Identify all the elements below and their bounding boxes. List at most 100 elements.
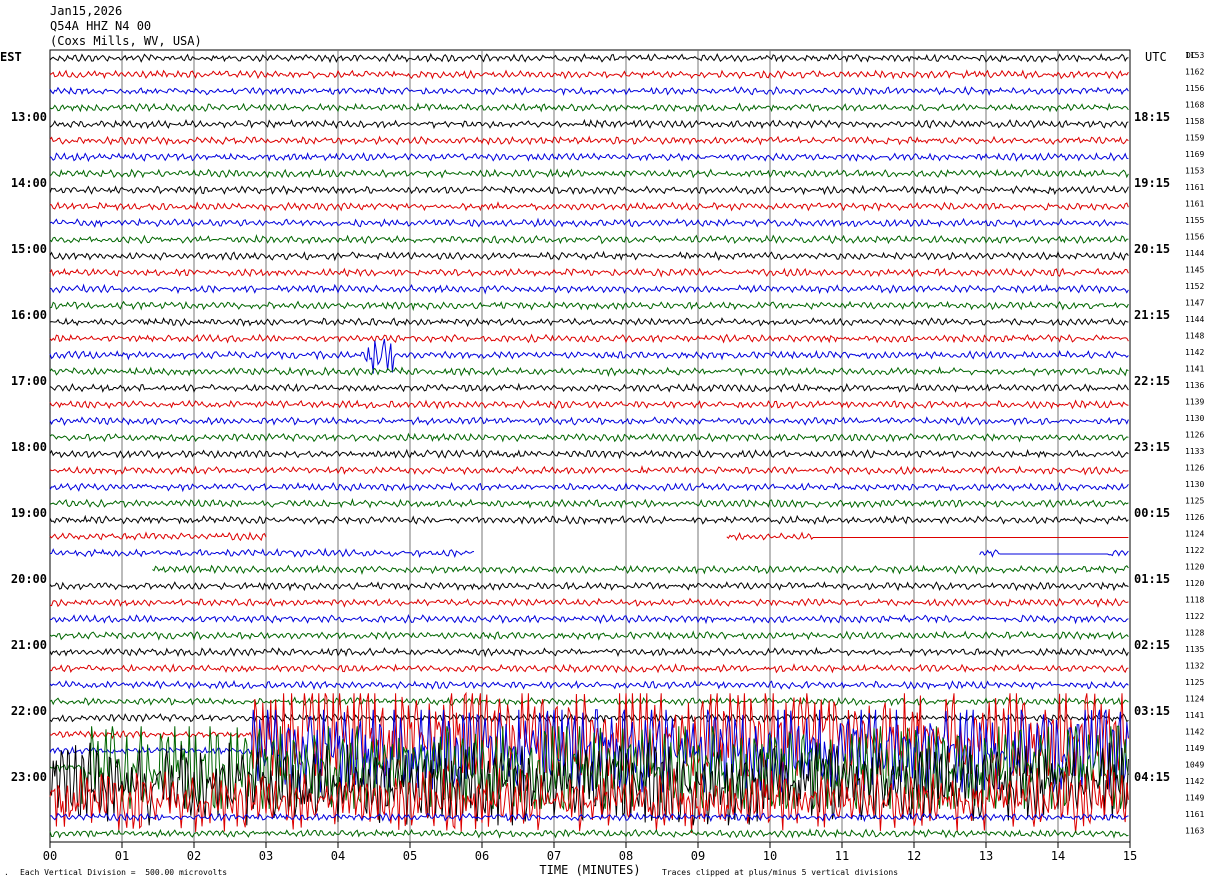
dc-offset-value: 1136: [1185, 381, 1204, 390]
x-tick-label: 04: [331, 849, 345, 863]
left-time-label: 19:00: [11, 506, 47, 520]
left-time-label: 20:00: [11, 572, 47, 586]
dc-offset-value: 1153: [1185, 167, 1204, 176]
seismic-trace: [49, 498, 1129, 509]
right-time-label: 00:15: [1134, 506, 1170, 520]
dc-offset-value: 1156: [1185, 84, 1204, 93]
left-time-label: 17:00: [11, 374, 47, 388]
dc-offset-value: 1162: [1185, 68, 1204, 77]
left-time-label: 21:00: [11, 638, 47, 652]
x-tick-label: 00: [43, 849, 57, 863]
dc-offset-value: 1158: [1185, 117, 1204, 126]
left-time-label: 16:00: [11, 308, 47, 322]
seismic-trace: [49, 531, 1129, 542]
dc-offset-value: 1149: [1185, 744, 1204, 753]
x-tick-label: 13: [979, 849, 993, 863]
x-tick-label: 09: [691, 849, 705, 863]
dc-offset-value: 1142: [1185, 777, 1204, 786]
seismic-trace: [49, 679, 1129, 691]
left-timezone-label: EST: [0, 50, 22, 64]
right-timezone-label: UTC: [1145, 50, 1167, 64]
dc-offset-value: 1125: [1185, 678, 1204, 687]
seismic-trace: [49, 465, 1129, 476]
left-time-label: 15:00: [11, 242, 47, 256]
seismic-trace: [49, 300, 1129, 312]
x-tick-label: 15: [1123, 849, 1137, 863]
x-tick-label: 06: [475, 849, 489, 863]
x-tick-label: 14: [1051, 849, 1065, 863]
dc-offset-value: 1124: [1185, 530, 1204, 539]
dc-offset-value: 1120: [1185, 563, 1204, 572]
right-time-label: 22:15: [1134, 374, 1170, 388]
seismic-trace: [49, 267, 1129, 278]
x-tick-label: 12: [907, 849, 921, 863]
seismic-trace: [49, 742, 1129, 826]
seismic-trace: [49, 151, 1129, 163]
right-time-label: 20:15: [1134, 242, 1170, 256]
dc-offset-value: 1128: [1185, 629, 1204, 638]
corner-mark: .: [4, 868, 9, 877]
dc-offset-value: 1168: [1185, 101, 1204, 110]
left-time-label: 22:00: [11, 704, 47, 718]
seismic-trace: [49, 547, 1129, 559]
plot-frame: [49, 49, 1131, 843]
x-tick-label: 02: [187, 849, 201, 863]
dc-offset-value: 1142: [1185, 728, 1204, 737]
right-time-label: 21:15: [1134, 308, 1170, 322]
seismic-trace: [49, 713, 1129, 724]
dc-offset-value: 1139: [1185, 398, 1204, 407]
dc-offset-value: 1161: [1185, 200, 1204, 209]
seismic-trace: [49, 135, 1129, 146]
seismic-trace: [49, 250, 1129, 262]
right-time-label: 03:15: [1134, 704, 1170, 718]
right-time-label: 23:15: [1134, 440, 1170, 454]
seismic-trace: [49, 118, 1129, 130]
x-tick-label: 08: [619, 849, 633, 863]
seismic-trace: [49, 52, 1129, 64]
seismic-trace: [49, 581, 1129, 592]
dc-offset-value: 1144: [1185, 249, 1204, 258]
dc-offset-value: 1122: [1185, 546, 1204, 555]
dc-offset-value: 1144: [1185, 315, 1204, 324]
right-time-label: 04:15: [1134, 770, 1170, 784]
seismic-trace: [49, 613, 1129, 625]
dc-offset-value: 1120: [1185, 579, 1204, 588]
dc-offset-value: 1152: [1185, 282, 1204, 291]
dc-offset-header: DC: [1186, 51, 1196, 60]
right-time-label: 02:15: [1134, 638, 1170, 652]
dc-offset-value: 1122: [1185, 612, 1204, 621]
dc-offset-value: 1155: [1185, 216, 1204, 225]
seismic-trace: [49, 283, 1129, 295]
dc-offset-value: 1124: [1185, 695, 1204, 704]
chart-location: (Coxs Mills, WV, USA): [50, 34, 202, 48]
dc-offset-value: 1147: [1185, 299, 1204, 308]
seismic-trace: [49, 448, 1129, 460]
seismic-trace: [49, 630, 1129, 641]
seismic-trace: [49, 382, 1129, 393]
dc-offset-value: 1118: [1185, 596, 1204, 605]
seismic-trace: [49, 366, 1129, 378]
clip-note: Traces clipped at plus/minus 5 vertical …: [662, 868, 899, 877]
x-tick-label: 05: [403, 849, 417, 863]
dc-offset-value: 1141: [1185, 365, 1204, 374]
seismic-trace: [49, 514, 1129, 526]
dc-offset-value: 1126: [1185, 431, 1204, 440]
dc-offset-value: 1161: [1185, 810, 1204, 819]
seismic-trace: [49, 317, 1129, 328]
seismic-trace: [49, 201, 1129, 212]
dc-offset-value: 1153: [1185, 51, 1204, 60]
seismic-trace: [49, 767, 1129, 834]
dc-offset-value: 1049: [1185, 761, 1204, 770]
seismic-trace: [49, 416, 1129, 426]
dc-offset-value: 1126: [1185, 513, 1204, 522]
right-time-label: 19:15: [1134, 176, 1170, 190]
dc-offset-value: 1135: [1185, 645, 1204, 654]
seismic-trace: [49, 333, 1129, 344]
seismic-trace: [49, 85, 1129, 96]
chart-station: Q54A HHZ N4 00: [50, 19, 152, 33]
x-tick-label: 11: [835, 849, 849, 863]
seismic-trace: [49, 184, 1129, 196]
x-tick-label: 07: [547, 849, 561, 863]
dc-offset-value: 1149: [1185, 794, 1204, 803]
